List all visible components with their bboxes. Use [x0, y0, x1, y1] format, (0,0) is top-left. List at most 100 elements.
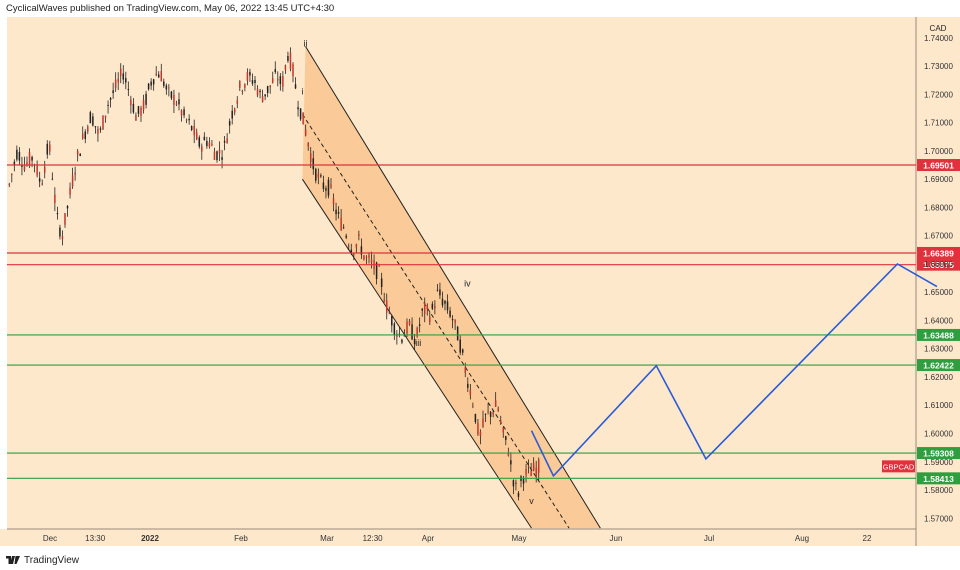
candle-body [277, 79, 279, 81]
candle-body [150, 81, 152, 86]
level-price-label: 1.65975 [923, 260, 954, 270]
level-price-label: 1.63488 [923, 330, 954, 340]
channel-lower-line [302, 178, 532, 529]
candle-body [79, 153, 81, 157]
candle-body [347, 245, 350, 247]
candle-body [322, 182, 325, 189]
candle-body [497, 408, 499, 411]
candle-body [180, 110, 183, 116]
price-tick-label: 1.57000 [924, 514, 953, 523]
wave-label: ii [304, 38, 308, 48]
candle-body [125, 78, 127, 83]
symbol-tag-label: GBPCAD [883, 462, 915, 471]
candle-body [292, 64, 294, 77]
candle-body [36, 164, 38, 176]
candle-body [517, 492, 520, 497]
candle-body [320, 175, 322, 177]
candle-body [160, 71, 163, 82]
candle-body [393, 323, 396, 335]
candle-body [13, 161, 16, 165]
time-tick-label: 13:30 [85, 534, 106, 543]
level-price-tag [917, 246, 960, 259]
channel-upper-line [305, 46, 601, 529]
candle-body [16, 149, 18, 160]
candle-body [231, 110, 233, 119]
candle-body [28, 152, 31, 166]
candle-body [188, 118, 190, 121]
candle-body [11, 173, 13, 175]
candle-body [127, 88, 130, 90]
price-tick-label: 1.66000 [924, 260, 953, 269]
candle-body [92, 116, 94, 126]
candle-body [350, 249, 353, 254]
candle-body [102, 115, 104, 130]
candle-body [522, 478, 525, 484]
candle-body [383, 299, 385, 302]
price-tick-label: 1.65000 [924, 288, 953, 297]
candle-body [41, 183, 43, 185]
candle-body [537, 459, 540, 473]
candle-body [388, 312, 391, 314]
candle-body [431, 303, 434, 309]
candle-body [315, 168, 317, 181]
level-price-tag [917, 359, 960, 372]
price-tick-label: 1.69000 [924, 175, 953, 184]
candle-body [429, 316, 431, 323]
channel-fill [302, 46, 601, 529]
candle-body [43, 166, 46, 173]
currency-label: CAD [930, 24, 947, 33]
candle-body [135, 115, 137, 121]
wave-label: v [529, 496, 534, 506]
candle-body [401, 339, 403, 343]
candle-body [74, 172, 76, 175]
candle-body [307, 142, 309, 147]
candle-body [525, 468, 527, 475]
candle-body [241, 90, 244, 92]
candle-body [363, 255, 365, 260]
candle-body [155, 73, 157, 76]
level-price-label: 1.58413 [923, 474, 954, 484]
candle-body [380, 278, 383, 288]
candle-body [302, 112, 304, 125]
candle-body [266, 86, 269, 93]
candle-body [183, 109, 185, 116]
candle-body [353, 253, 355, 256]
candle-body [355, 244, 358, 248]
candle-body [479, 431, 482, 436]
candle-body [282, 75, 284, 87]
candle-body [264, 94, 266, 97]
candle-body [269, 85, 271, 88]
candle-body [325, 188, 327, 191]
candle-body [482, 418, 484, 427]
level-price-label: 1.59308 [923, 449, 954, 459]
candle-body [193, 126, 195, 136]
price-tick-label: 1.67000 [924, 232, 953, 241]
wave-label: iv [464, 279, 471, 289]
candle-body [261, 96, 264, 103]
candle-body [23, 164, 26, 171]
price-tick-label: 1.58000 [924, 486, 953, 495]
wave-label: iii [415, 338, 421, 348]
candle-body [423, 302, 426, 315]
level-price-tag [917, 258, 960, 271]
candle-body [505, 436, 507, 440]
candle-body [142, 99, 145, 111]
candle-body [365, 256, 368, 258]
time-tick-label: 22 [863, 534, 872, 543]
candle-body [284, 65, 287, 71]
time-tick-label: Aug [795, 534, 809, 543]
candle-body [201, 146, 203, 152]
candle-body [145, 93, 147, 105]
candle-body [332, 198, 335, 205]
candle-body [398, 333, 401, 335]
time-tick-label: Jun [610, 534, 623, 543]
price-tick-label: 1.70000 [924, 147, 953, 156]
candle-body [327, 179, 330, 196]
candle-body [330, 184, 332, 188]
candle-body [87, 126, 89, 132]
candle-body [228, 121, 231, 126]
candle-body [294, 84, 297, 89]
candle-body [256, 88, 259, 96]
candle-body [18, 151, 21, 161]
